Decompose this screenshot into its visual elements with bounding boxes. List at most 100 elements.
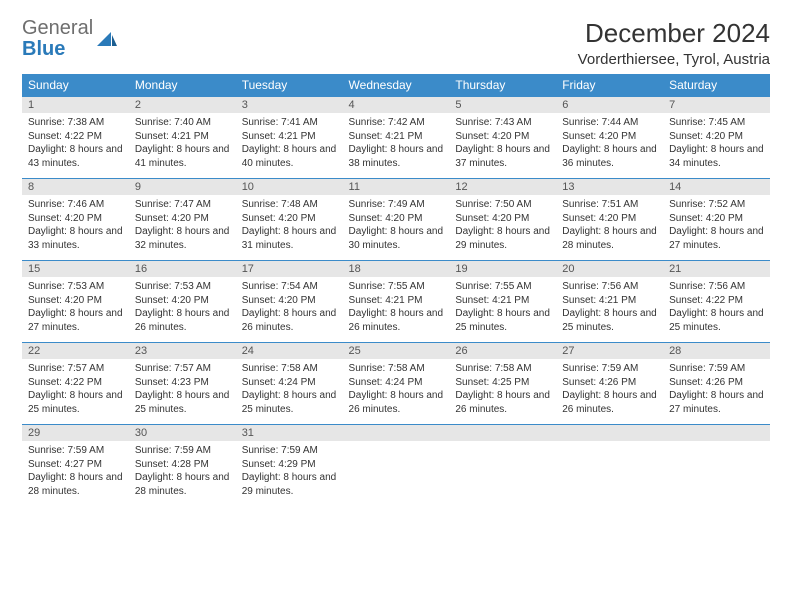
calendar-day: 24Sunrise: 7:58 AMSunset: 4:24 PMDayligh… (236, 343, 343, 425)
day-number: 18 (343, 261, 450, 277)
day-number: 13 (556, 179, 663, 195)
day-details: Sunrise: 7:54 AMSunset: 4:20 PMDaylight:… (236, 277, 343, 342)
calendar-day: 29Sunrise: 7:59 AMSunset: 4:27 PMDayligh… (22, 425, 129, 507)
calendar-day: 13Sunrise: 7:51 AMSunset: 4:20 PMDayligh… (556, 179, 663, 261)
weekday-header: Monday (129, 74, 236, 97)
day-details: Sunrise: 7:51 AMSunset: 4:20 PMDaylight:… (556, 195, 663, 260)
calendar-day: 12Sunrise: 7:50 AMSunset: 4:20 PMDayligh… (449, 179, 556, 261)
calendar-day: 1Sunrise: 7:38 AMSunset: 4:22 PMDaylight… (22, 97, 129, 179)
day-number: 16 (129, 261, 236, 277)
day-number (556, 425, 663, 441)
calendar-day: 27Sunrise: 7:59 AMSunset: 4:26 PMDayligh… (556, 343, 663, 425)
logo-text: General Blue (22, 18, 93, 60)
day-details (556, 441, 663, 501)
day-details: Sunrise: 7:47 AMSunset: 4:20 PMDaylight:… (129, 195, 236, 260)
day-number: 2 (129, 97, 236, 113)
day-number: 24 (236, 343, 343, 359)
day-number: 4 (343, 97, 450, 113)
day-number: 8 (22, 179, 129, 195)
day-details: Sunrise: 7:42 AMSunset: 4:21 PMDaylight:… (343, 113, 450, 178)
month-title: December 2024 (578, 18, 770, 49)
day-details: Sunrise: 7:57 AMSunset: 4:22 PMDaylight:… (22, 359, 129, 424)
calendar-day: 9Sunrise: 7:47 AMSunset: 4:20 PMDaylight… (129, 179, 236, 261)
calendar-day: 28Sunrise: 7:59 AMSunset: 4:26 PMDayligh… (663, 343, 770, 425)
day-details: Sunrise: 7:46 AMSunset: 4:20 PMDaylight:… (22, 195, 129, 260)
weekday-header: Tuesday (236, 74, 343, 97)
day-details: Sunrise: 7:55 AMSunset: 4:21 PMDaylight:… (449, 277, 556, 342)
day-number: 31 (236, 425, 343, 441)
day-details: Sunrise: 7:44 AMSunset: 4:20 PMDaylight:… (556, 113, 663, 178)
calendar-day: 17Sunrise: 7:54 AMSunset: 4:20 PMDayligh… (236, 261, 343, 343)
day-number (343, 425, 450, 441)
calendar-day: 31Sunrise: 7:59 AMSunset: 4:29 PMDayligh… (236, 425, 343, 507)
calendar-table: SundayMondayTuesdayWednesdayThursdayFrid… (22, 74, 770, 506)
day-details: Sunrise: 7:48 AMSunset: 4:20 PMDaylight:… (236, 195, 343, 260)
day-number: 7 (663, 97, 770, 113)
header: General Blue December 2024 Vorderthierse… (22, 18, 770, 68)
day-details: Sunrise: 7:53 AMSunset: 4:20 PMDaylight:… (22, 277, 129, 342)
day-details: Sunrise: 7:57 AMSunset: 4:23 PMDaylight:… (129, 359, 236, 424)
calendar-week: 1Sunrise: 7:38 AMSunset: 4:22 PMDaylight… (22, 97, 770, 179)
day-number (449, 425, 556, 441)
day-details: Sunrise: 7:56 AMSunset: 4:22 PMDaylight:… (663, 277, 770, 342)
day-details: Sunrise: 7:59 AMSunset: 4:28 PMDaylight:… (129, 441, 236, 506)
day-number: 14 (663, 179, 770, 195)
title-block: December 2024 Vorderthiersee, Tyrol, Aus… (578, 18, 770, 68)
day-details: Sunrise: 7:59 AMSunset: 4:26 PMDaylight:… (556, 359, 663, 424)
calendar-day: 20Sunrise: 7:56 AMSunset: 4:21 PMDayligh… (556, 261, 663, 343)
calendar-day (663, 425, 770, 507)
day-details: Sunrise: 7:40 AMSunset: 4:21 PMDaylight:… (129, 113, 236, 178)
weekday-header: Saturday (663, 74, 770, 97)
day-number: 30 (129, 425, 236, 441)
day-details (343, 441, 450, 501)
day-details (449, 441, 556, 501)
day-number: 5 (449, 97, 556, 113)
calendar-day: 15Sunrise: 7:53 AMSunset: 4:20 PMDayligh… (22, 261, 129, 343)
calendar-week: 22Sunrise: 7:57 AMSunset: 4:22 PMDayligh… (22, 343, 770, 425)
day-details (663, 441, 770, 501)
calendar-day: 14Sunrise: 7:52 AMSunset: 4:20 PMDayligh… (663, 179, 770, 261)
day-details: Sunrise: 7:56 AMSunset: 4:21 PMDaylight:… (556, 277, 663, 342)
day-details: Sunrise: 7:50 AMSunset: 4:20 PMDaylight:… (449, 195, 556, 260)
day-number: 29 (22, 425, 129, 441)
day-details: Sunrise: 7:58 AMSunset: 4:24 PMDaylight:… (236, 359, 343, 424)
calendar-day: 16Sunrise: 7:53 AMSunset: 4:20 PMDayligh… (129, 261, 236, 343)
logo: General Blue (22, 18, 117, 60)
day-details: Sunrise: 7:38 AMSunset: 4:22 PMDaylight:… (22, 113, 129, 178)
weekday-header: Friday (556, 74, 663, 97)
calendar-week: 8Sunrise: 7:46 AMSunset: 4:20 PMDaylight… (22, 179, 770, 261)
day-number: 1 (22, 97, 129, 113)
day-details: Sunrise: 7:43 AMSunset: 4:20 PMDaylight:… (449, 113, 556, 178)
calendar-day: 18Sunrise: 7:55 AMSunset: 4:21 PMDayligh… (343, 261, 450, 343)
calendar-day: 10Sunrise: 7:48 AMSunset: 4:20 PMDayligh… (236, 179, 343, 261)
calendar-day: 23Sunrise: 7:57 AMSunset: 4:23 PMDayligh… (129, 343, 236, 425)
logo-word-2: Blue (22, 38, 65, 60)
day-number: 20 (556, 261, 663, 277)
calendar-day: 5Sunrise: 7:43 AMSunset: 4:20 PMDaylight… (449, 97, 556, 179)
calendar-day (556, 425, 663, 507)
calendar-day: 7Sunrise: 7:45 AMSunset: 4:20 PMDaylight… (663, 97, 770, 179)
day-details: Sunrise: 7:58 AMSunset: 4:25 PMDaylight:… (449, 359, 556, 424)
calendar-day (343, 425, 450, 507)
day-details: Sunrise: 7:55 AMSunset: 4:21 PMDaylight:… (343, 277, 450, 342)
calendar-day: 26Sunrise: 7:58 AMSunset: 4:25 PMDayligh… (449, 343, 556, 425)
calendar-day: 4Sunrise: 7:42 AMSunset: 4:21 PMDaylight… (343, 97, 450, 179)
day-number: 15 (22, 261, 129, 277)
calendar-day: 30Sunrise: 7:59 AMSunset: 4:28 PMDayligh… (129, 425, 236, 507)
day-number: 10 (236, 179, 343, 195)
day-details: Sunrise: 7:52 AMSunset: 4:20 PMDaylight:… (663, 195, 770, 260)
calendar-day: 3Sunrise: 7:41 AMSunset: 4:21 PMDaylight… (236, 97, 343, 179)
day-number (663, 425, 770, 441)
day-number: 6 (556, 97, 663, 113)
day-number: 25 (343, 343, 450, 359)
day-details: Sunrise: 7:45 AMSunset: 4:20 PMDaylight:… (663, 113, 770, 178)
calendar-day: 22Sunrise: 7:57 AMSunset: 4:22 PMDayligh… (22, 343, 129, 425)
day-number: 22 (22, 343, 129, 359)
calendar-week: 15Sunrise: 7:53 AMSunset: 4:20 PMDayligh… (22, 261, 770, 343)
day-number: 23 (129, 343, 236, 359)
calendar-day: 25Sunrise: 7:58 AMSunset: 4:24 PMDayligh… (343, 343, 450, 425)
calendar-head: SundayMondayTuesdayWednesdayThursdayFrid… (22, 74, 770, 97)
weekday-header: Thursday (449, 74, 556, 97)
weekday-header: Wednesday (343, 74, 450, 97)
day-number: 28 (663, 343, 770, 359)
